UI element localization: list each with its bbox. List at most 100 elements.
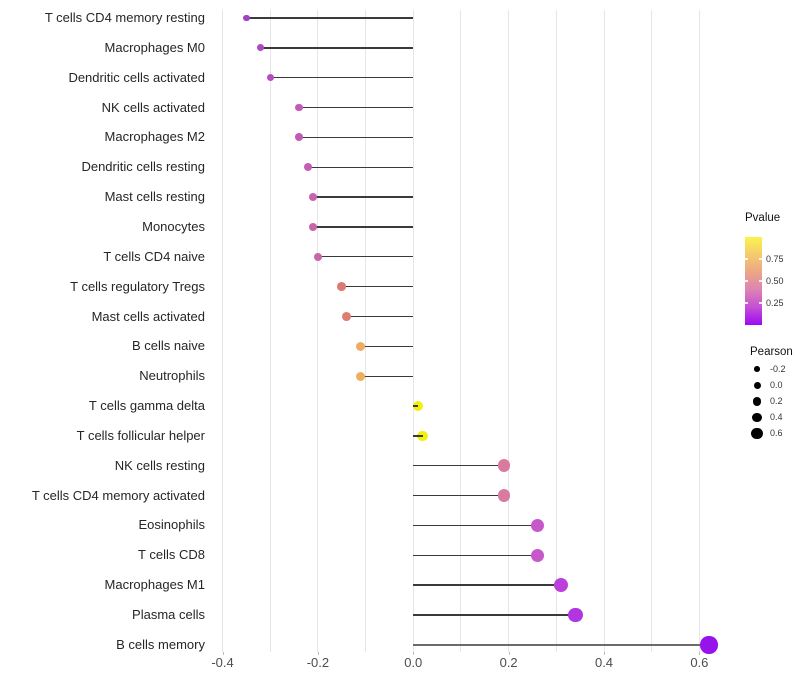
- lollipop-stem: [413, 643, 709, 646]
- gridline: [460, 10, 462, 652]
- data-point: [530, 548, 544, 562]
- pvalue-legend-title: Pvalue: [745, 212, 781, 224]
- x-tick-label: 0.4: [594, 655, 614, 670]
- category-label: Plasma cells: [132, 607, 205, 622]
- pvalue-tick-mark: [759, 258, 762, 260]
- category-label: NK cells activated: [101, 99, 205, 115]
- category-label: T cells regulatory Tregs: [70, 278, 205, 294]
- data-point: [497, 489, 511, 502]
- y-axis-labels: T cells CD4 memory resting Macrophages M0…: [0, 10, 207, 652]
- gridline: [555, 10, 557, 652]
- data-point: [294, 133, 303, 142]
- pearson-legend-label: 0.4: [770, 412, 783, 423]
- pearson-legend-label: -0.2: [770, 363, 786, 374]
- gridline: [317, 10, 319, 652]
- gridline: [269, 10, 271, 652]
- category-label: T cells CD4 memory resting: [44, 10, 205, 25]
- data-point: [304, 163, 313, 172]
- lollipop-stem: [308, 166, 414, 168]
- category-label: Dendritic cells activated: [68, 69, 205, 85]
- data-point: [313, 252, 323, 261]
- data-point: [309, 193, 318, 202]
- pearson-legend-label: 0.2: [770, 395, 783, 406]
- lollipop-stem: [413, 494, 504, 497]
- data-point: [417, 430, 429, 442]
- lollipop-stem: [413, 524, 538, 527]
- pearson-legend-dot: [751, 428, 763, 440]
- lollipop-stem: [298, 106, 414, 109]
- x-axis: -0.4 -0.2 0.0 0.2 0.4 0.6: [211, 655, 728, 671]
- category-label: Eosinophils: [138, 517, 206, 533]
- lollipop-stem: [413, 435, 423, 437]
- category-label: Dendritic cells resting: [81, 159, 205, 175]
- data-point: [337, 282, 347, 292]
- gridline: [508, 10, 510, 652]
- pvalue-tick-mark: [759, 302, 762, 304]
- category-label: Neutrophils: [139, 368, 205, 384]
- lollipop-stem: [246, 17, 414, 19]
- gridline: [603, 10, 605, 652]
- lollipop-stem: [313, 196, 414, 198]
- pearson-legend-dot: [752, 412, 762, 423]
- category-label: T cells CD4 naive: [103, 248, 205, 264]
- pvalue-gradient-bar: [745, 237, 762, 325]
- x-tick-mark: [699, 652, 701, 655]
- x-tick-mark: [413, 652, 415, 655]
- category-label: Monocytes: [142, 218, 205, 234]
- pvalue-tick-mark: [745, 258, 748, 260]
- category-label: Mast cells resting: [104, 189, 205, 205]
- data-point: [700, 636, 718, 654]
- x-tick-label: 0.0: [404, 655, 423, 670]
- data-point: [342, 312, 351, 321]
- lollipop-stem: [360, 375, 414, 377]
- data-point: [257, 44, 265, 52]
- lollipop-stem: [413, 614, 576, 616]
- gridline: [698, 10, 700, 652]
- data-point: [309, 222, 318, 232]
- category-label: T cells CD8: [138, 547, 205, 563]
- category-label: Mast cells activated: [91, 308, 205, 324]
- x-tick-label: -0.2: [306, 655, 330, 670]
- x-tick-mark: [317, 652, 319, 655]
- category-label: B cells naive: [132, 338, 205, 354]
- category-label: T cells CD4 memory activated: [31, 487, 205, 503]
- data-point: [554, 578, 569, 593]
- lollipop-stem: [313, 226, 414, 228]
- lollipop-stem: [346, 315, 414, 318]
- pearson-legend-label: 0.0: [770, 379, 783, 390]
- x-tick-label: -0.4: [211, 655, 234, 670]
- pvalue-tick-label: 0.75: [766, 254, 784, 264]
- data-point: [497, 459, 511, 473]
- data-point: [294, 103, 303, 112]
- category-label: Macrophages M0: [104, 39, 205, 55]
- data-point: [356, 341, 366, 351]
- pvalue-tick-label: 0.25: [766, 298, 784, 308]
- lollipop-stem: [341, 285, 414, 288]
- data-point: [530, 518, 544, 533]
- gridline: [222, 10, 224, 652]
- category-label: T cells gamma delta: [88, 398, 205, 414]
- pearson-legend-label: 0.6: [770, 428, 783, 439]
- lollipop-stem: [260, 47, 414, 49]
- data-point: [412, 400, 424, 412]
- data-point: [356, 371, 366, 381]
- pearson-legend-dot: [753, 381, 761, 389]
- pearson-size-legend: Pearson -0.2 0.0 0.2 0.4 0.6: [737, 338, 799, 458]
- gridline: [651, 10, 653, 652]
- plot-panel: [213, 10, 728, 654]
- lollipop-stem: [298, 136, 414, 139]
- category-label: Macrophages M1: [104, 577, 205, 593]
- pearson-legend-dot: [752, 397, 762, 406]
- pearson-legend-title: Pearson: [750, 346, 793, 358]
- data-point: [243, 14, 250, 22]
- pvalue-tick-label: 0.50: [766, 276, 784, 286]
- lollipop-stem: [413, 465, 504, 467]
- gridline: [412, 10, 414, 652]
- lollipop-stem: [317, 256, 414, 258]
- pvalue-tick-mark: [759, 280, 762, 282]
- data-point: [266, 74, 274, 82]
- gridline: [365, 10, 367, 652]
- lollipop-stem: [413, 405, 419, 407]
- pvalue-tick-mark: [745, 280, 748, 282]
